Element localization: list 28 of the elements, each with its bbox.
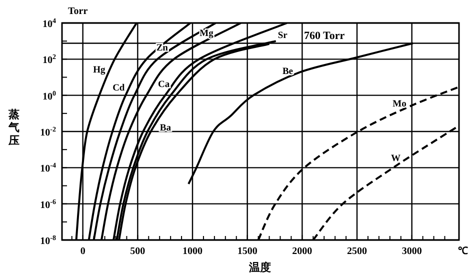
x-axis-title: 温度 — [248, 261, 271, 274]
series-label: Mg — [200, 29, 214, 40]
series-label: Sr — [278, 31, 288, 42]
text: Torr — [68, 6, 88, 17]
y-axis-title: 蒸气压 — [8, 108, 20, 147]
series-label: Be — [282, 67, 294, 78]
ref-line-label: 760 Torr — [304, 30, 345, 42]
x-tick-label: 0 — [80, 246, 86, 257]
y-tick-label: 10$^{4}$ — [42, 17, 56, 30]
y-tick-label: 10$^{-8}$ — [40, 234, 56, 247]
text: ℃ — [458, 246, 468, 257]
series-label: Hg — [93, 65, 106, 76]
x-tick-label: 1500 — [237, 246, 258, 257]
series-label: Ba — [160, 123, 172, 134]
x-tick-label: 2500 — [347, 246, 368, 257]
y-tick-label: 10$^{-4}$ — [40, 162, 56, 175]
x-tick-label: 3000 — [402, 246, 422, 257]
series-label: Ca — [158, 80, 170, 90]
y-tick-label: 10$^{-6}$ — [40, 198, 56, 211]
y-tick-label: 10$^{0}$ — [42, 89, 56, 102]
x-tick-label: 1000 — [182, 246, 203, 257]
y-tick-label: 10$^{-2}$ — [40, 126, 56, 138]
y-tick-label: 10$^{2}$ — [42, 53, 56, 66]
series-label: Mo — [392, 100, 407, 110]
x-tick-label: 500 — [130, 246, 146, 257]
series-label: W — [390, 154, 401, 164]
x-tick-label: 2000 — [292, 246, 312, 257]
series-label: Cd — [112, 83, 126, 94]
